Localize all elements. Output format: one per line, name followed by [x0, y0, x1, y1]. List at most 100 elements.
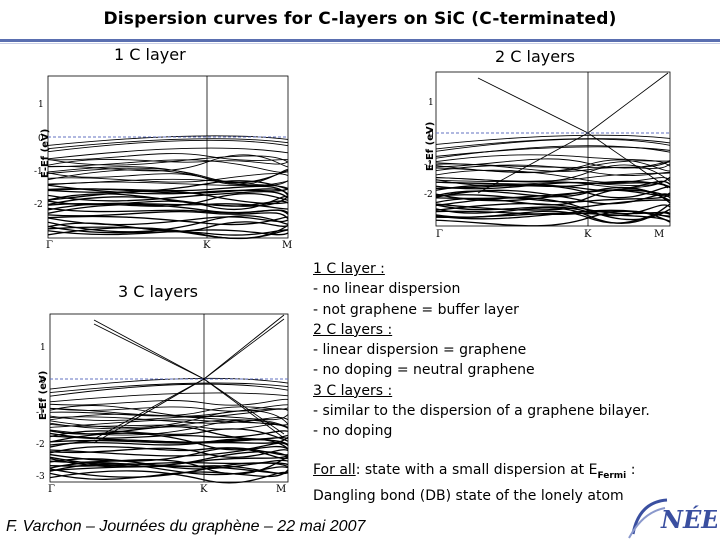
band-line [47, 225, 289, 236]
y-tick-label: 0 [38, 134, 44, 144]
band-line [49, 428, 289, 442]
y-tick-label: -2 [34, 200, 43, 210]
logo-text: NÉEL [660, 505, 717, 534]
note-heading-1: 1 C layer : [313, 261, 385, 277]
y-tick-label: -3 [36, 472, 45, 482]
x-tick-label: M [276, 484, 286, 495]
band-line [47, 227, 289, 240]
band-line [49, 432, 289, 451]
summary-note: For all: state with a small dispersion a… [313, 460, 635, 507]
band-line [49, 406, 289, 417]
band-line [49, 439, 289, 448]
dispersion-plot-3-layers: E-Ef (eV) 1 0 -1 -2 -3 Γ K M [36, 313, 289, 495]
note-line: - linear dispersion = graphene [313, 342, 527, 359]
slide-title: Dispersion curves for C-layers on SiC (C… [103, 9, 617, 29]
y-tick-label: -1 [34, 167, 43, 177]
band-line [435, 169, 671, 183]
band-line [435, 202, 671, 216]
band-line [47, 202, 289, 211]
band-line [435, 209, 671, 220]
band-line [435, 158, 671, 169]
note-text: : state with a small dispersion at E [355, 462, 598, 478]
note-line: - no doping = neutral graphene [313, 362, 535, 379]
band-line [49, 445, 289, 457]
band-line [435, 204, 671, 217]
note-heading-3: 3 C layers : [313, 382, 393, 399]
y-axis-label: E-Ef (eV) [38, 371, 49, 420]
band-line [47, 180, 289, 194]
plot-label-3-layers: 3 C layers [118, 282, 198, 301]
band-line [49, 463, 289, 475]
band-line [435, 164, 671, 183]
y-tick-label: -2 [36, 440, 45, 450]
x-tick-label: K [203, 240, 211, 251]
y-tick-label: 1 [428, 98, 434, 108]
neel-logo: NÉEL [628, 498, 717, 539]
band-line [435, 138, 671, 150]
band-line [47, 224, 289, 239]
band-line [49, 398, 289, 406]
band-line [47, 159, 289, 173]
band-line [47, 210, 289, 220]
note-heading-2: 2 C layers : [313, 321, 393, 338]
x-tick-label: K [200, 484, 208, 495]
y-axis-label: E-Ef (eV) [40, 129, 51, 178]
plot-label-1-layer: 1 C layer [114, 45, 186, 64]
note-line: - no doping [313, 423, 393, 440]
band-line [47, 184, 289, 195]
title-rule [0, 39, 720, 42]
band-line [47, 215, 289, 233]
for-all-label: For all [313, 462, 356, 478]
band-line [49, 458, 289, 470]
x-tick-label: K [584, 229, 592, 240]
y-tick-label: -1 [36, 408, 45, 418]
band-line [49, 404, 289, 417]
band-line [49, 469, 289, 481]
y-tick-label: 0 [40, 376, 46, 386]
note-line-2: Dangling bond (DB) state of the lonely a… [313, 488, 624, 505]
band-line [49, 419, 289, 429]
band-line [435, 184, 671, 199]
band-line [47, 158, 289, 166]
y-tick-label: 1 [40, 343, 46, 353]
x-tick-label: M [282, 240, 292, 251]
band-line [49, 447, 289, 462]
band-line [47, 203, 289, 215]
dispersion-plot-1-layer: E-Ef (eV) 1 0 -1 -2 Γ K M [34, 75, 292, 251]
title-rule-light [0, 43, 720, 44]
y-tick-label: -2 [424, 190, 433, 200]
band-line [435, 138, 671, 152]
note-line: - not graphene = buffer layer [313, 301, 519, 318]
band-line [435, 212, 671, 223]
band-line [49, 462, 289, 478]
band-line [49, 470, 289, 484]
band-line [435, 188, 671, 206]
explanation-notes: 1 C layer : - no linear dispersion - not… [313, 259, 650, 442]
band-line [435, 145, 671, 159]
plot-label-2-layers: 2 C layers [495, 47, 575, 66]
band-line [49, 462, 289, 476]
band-line [47, 147, 289, 160]
band-line [49, 382, 289, 394]
band-line [49, 383, 289, 397]
y-tick-label: 0 [428, 130, 434, 140]
band-line [47, 135, 289, 146]
band-line [47, 139, 289, 153]
x-tick-label: Γ [48, 484, 55, 495]
note-line: - no linear dispersion [313, 281, 461, 298]
note-text-end: : [626, 462, 636, 478]
fermi-subscript: Fermi [597, 470, 627, 481]
band-line [49, 419, 289, 430]
band-line [435, 180, 671, 191]
x-tick-label: Γ [436, 229, 443, 240]
x-tick-label: M [654, 229, 664, 240]
band-line [47, 138, 289, 150]
band-line [435, 194, 671, 203]
x-tick-label: Γ [46, 240, 53, 251]
band-line [49, 392, 289, 403]
footer-credit: F. Varchon – Journées du graphène – 22 m… [6, 518, 366, 535]
band-line [47, 173, 289, 183]
band-line [435, 210, 671, 227]
band-line [47, 196, 289, 207]
dispersion-plot-2-layers: E-Ef (eV) 1 0 -1 -2 Γ K M [424, 71, 671, 240]
